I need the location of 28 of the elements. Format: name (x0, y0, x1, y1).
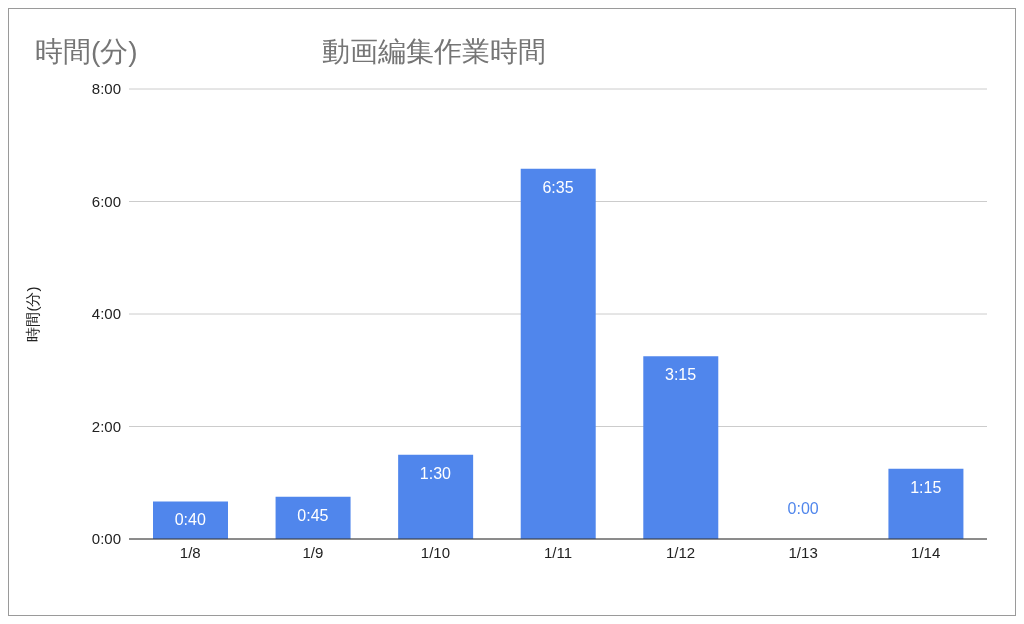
y-tick-label: 2:00 (91, 417, 121, 435)
y-tick-label: 6:00 (91, 192, 121, 210)
data-label: 0:00 (787, 500, 819, 517)
x-tick-label: 1/13 (788, 543, 818, 561)
bar (153, 501, 228, 539)
bar (888, 468, 964, 539)
bar (275, 496, 351, 539)
bar (520, 168, 596, 539)
bar (643, 356, 719, 539)
x-tick-label: 1/9 (302, 543, 324, 561)
x-tick-label: 1/8 (179, 543, 201, 561)
y-axis-title: 時間(分) (24, 286, 42, 342)
bar (398, 454, 474, 539)
data-label: 0:45 (297, 506, 329, 524)
text: 時間(分) (35, 35, 138, 69)
x-tick-label: 1/11 (543, 543, 573, 561)
x-tick-label: 1/10 (420, 543, 451, 561)
y-tick-label: 8:00 (91, 80, 121, 98)
data-label: 1:30 (419, 464, 452, 482)
y-tick-label: 4:00 (91, 305, 121, 323)
data-label: 3:15 (665, 366, 697, 384)
data-label: 1:15 (910, 478, 942, 496)
chart-title: 動画編集作業時間 (322, 35, 546, 69)
x-tick-label: 1/12 (665, 543, 696, 561)
x-tick-label: 1/14 (911, 543, 941, 561)
data-label: 6:35 (542, 178, 574, 196)
y-tick-label: 0:00 (91, 530, 121, 548)
data-label: 0:40 (174, 511, 206, 529)
